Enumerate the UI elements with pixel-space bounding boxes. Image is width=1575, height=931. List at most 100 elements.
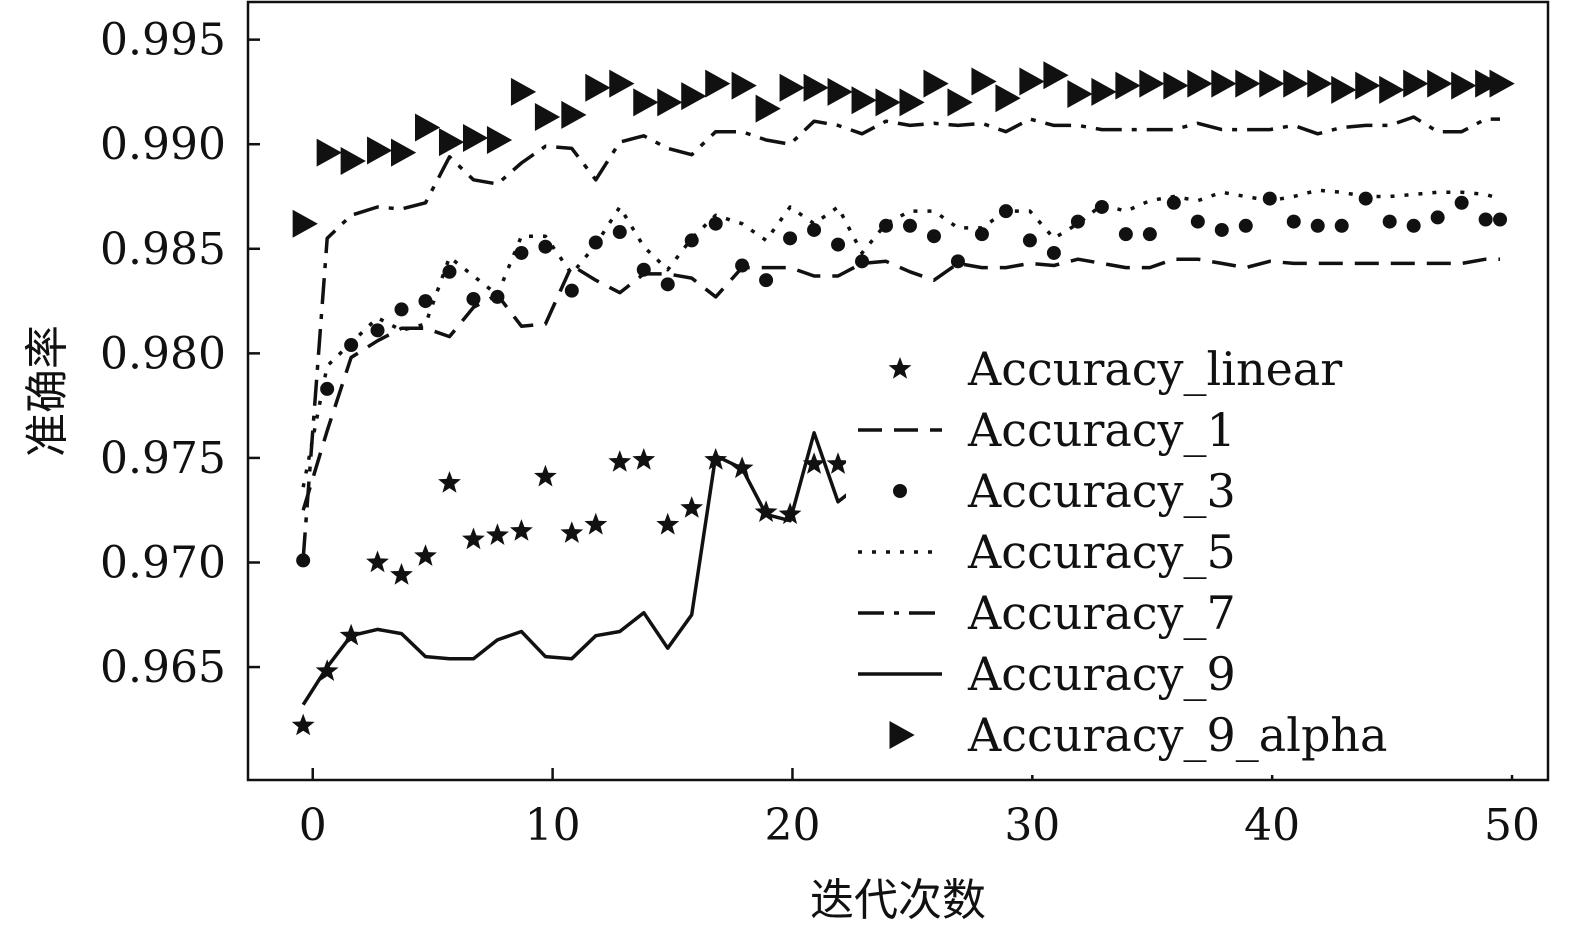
data-point — [1334, 218, 1349, 233]
data-point — [466, 291, 481, 306]
series-Accuracy_9_alpha — [292, 61, 1515, 238]
data-point — [636, 262, 651, 277]
data-point — [316, 138, 342, 167]
data-point — [681, 82, 707, 111]
x-tick-label: 20 — [764, 800, 820, 851]
data-point — [803, 73, 829, 102]
data-point — [851, 86, 877, 115]
data-point — [704, 448, 728, 470]
series-line — [301, 431, 864, 706]
legend-label: Accuracy_9_alpha — [967, 708, 1387, 762]
series-Accuracy_7 — [301, 115, 1500, 559]
data-point — [1022, 233, 1037, 248]
y-axis-label: 准确率 — [22, 325, 73, 457]
data-point — [1187, 69, 1213, 98]
data-point — [1355, 71, 1381, 100]
data-point — [391, 138, 417, 167]
data-point — [486, 126, 513, 155]
legend-item: Accuracy_9_alpha — [889, 708, 1387, 762]
data-point — [735, 258, 750, 273]
data-point — [1115, 71, 1141, 100]
data-point — [1283, 69, 1309, 98]
data-point — [490, 289, 505, 304]
data-point — [486, 523, 509, 545]
data-point — [926, 229, 941, 244]
data-point — [950, 254, 965, 269]
data-point — [826, 452, 850, 474]
legend-label: Accuracy_7 — [967, 586, 1236, 640]
data-point — [1211, 69, 1237, 98]
data-point — [414, 113, 441, 142]
data-point — [1489, 69, 1515, 98]
legend-item: Accuracy_linear — [888, 342, 1342, 396]
y-tick-label: 0.975 — [100, 433, 226, 484]
y-tick-label: 0.970 — [100, 537, 226, 588]
data-point — [291, 713, 315, 736]
data-point — [684, 233, 699, 248]
data-point — [1235, 69, 1261, 98]
data-point — [1406, 218, 1421, 233]
data-point — [418, 294, 433, 309]
series-Accuracy_9 — [301, 431, 864, 706]
data-point — [370, 323, 385, 338]
y-tick-label: 0.995 — [100, 15, 226, 66]
data-point — [1163, 71, 1189, 100]
series-Accuracy_5 — [301, 188, 1501, 488]
data-point — [1430, 210, 1445, 225]
data-point — [414, 544, 437, 566]
data-point — [588, 235, 603, 250]
data-point — [340, 146, 366, 175]
data-point — [1190, 214, 1205, 229]
data-point — [1403, 69, 1429, 98]
data-point — [584, 512, 608, 535]
data-point — [855, 254, 870, 269]
data-point — [779, 73, 805, 102]
data-point — [1094, 199, 1109, 214]
data-point — [462, 527, 485, 550]
data-point — [759, 273, 774, 288]
data-point — [660, 277, 675, 292]
data-point — [1238, 218, 1253, 233]
data-point — [514, 245, 529, 260]
data-point — [612, 225, 627, 240]
legend: Accuracy_linear Accuracy_1 Accuracy_3 Accur… — [846, 335, 1536, 775]
data-point — [1382, 214, 1397, 229]
data-point — [947, 88, 973, 117]
series-Accuracy_linear — [291, 448, 850, 736]
data-point — [1262, 191, 1277, 206]
data-point — [1046, 245, 1061, 260]
data-point — [367, 136, 393, 165]
data-point — [902, 218, 917, 233]
data-point — [1286, 214, 1301, 229]
data-point — [1358, 191, 1373, 206]
data-point — [534, 103, 561, 132]
legend-item: Accuracy_3 — [893, 464, 1236, 518]
data-point — [296, 553, 311, 568]
series-Accuracy_1 — [301, 257, 1500, 511]
legend-item: Accuracy_7 — [858, 586, 1236, 640]
data-point — [339, 623, 363, 646]
data-point — [831, 237, 846, 252]
legend-background — [846, 335, 1536, 775]
legend-label: Accuracy_5 — [967, 525, 1236, 579]
x-tick-label: 0 — [299, 800, 327, 851]
data-point — [1070, 214, 1085, 229]
data-point — [708, 216, 723, 231]
x-tick-label: 10 — [525, 800, 581, 851]
data-point — [394, 302, 409, 317]
y-tick-label: 0.985 — [100, 224, 226, 275]
series-line — [301, 115, 1500, 559]
data-point — [1019, 67, 1045, 96]
data-point — [807, 222, 822, 237]
data-point — [462, 123, 489, 152]
data-point — [1475, 69, 1501, 98]
series-line — [301, 188, 1501, 488]
data-point — [705, 69, 731, 98]
data-point — [585, 73, 611, 102]
data-point — [1142, 227, 1157, 242]
legend-item: Accuracy_9 — [858, 647, 1236, 701]
data-point — [315, 659, 339, 681]
data-point — [1310, 218, 1325, 233]
data-point — [320, 381, 335, 396]
